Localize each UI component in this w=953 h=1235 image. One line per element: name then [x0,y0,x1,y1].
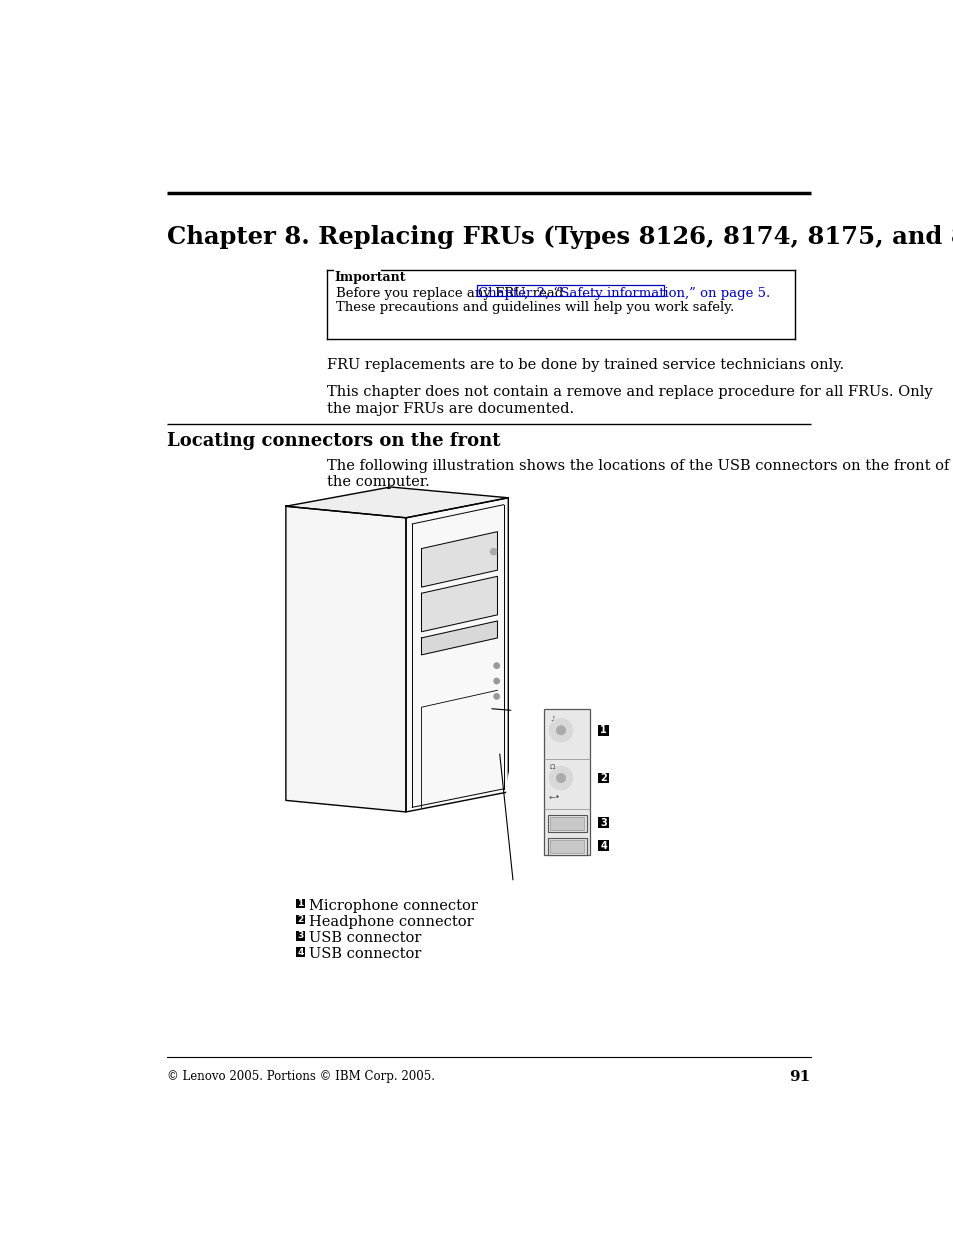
Text: The following illustration shows the locations of the USB connectors on the fron: The following illustration shows the loc… [327,459,948,489]
Bar [550,818,583,830]
Bar [598,841,608,851]
Text: USB connector: USB connector [309,947,421,962]
Text: 2: 2 [599,773,606,783]
Text: Microphone connector: Microphone connector [309,899,477,913]
Text: © Lenovo 2005. Portions © IBM Corp. 2005.: © Lenovo 2005. Portions © IBM Corp. 2005… [167,1070,435,1083]
Bar [547,815,586,832]
Text: Important: Important [335,272,406,284]
Text: 91: 91 [788,1070,810,1084]
Bar [295,915,305,924]
Bar [598,725,608,736]
Text: 4: 4 [599,841,606,851]
Text: Locating connectors on the front: Locating connectors on the front [167,431,500,450]
Bar [295,947,305,957]
Bar [295,899,305,908]
Circle shape [494,678,498,684]
Text: Before you replace any FRU, read: Before you replace any FRU, read [335,287,567,300]
Circle shape [506,695,707,895]
Bar [543,709,590,855]
Circle shape [490,548,497,555]
Bar [550,841,583,852]
Text: These precautions and guidelines will help you work safely.: These precautions and guidelines will he… [335,300,734,314]
Polygon shape [406,498,508,811]
Text: 4: 4 [297,947,303,957]
Text: This chapter does not contain a remove and replace procedure for all FRUs. Only
: This chapter does not contain a remove a… [327,385,932,415]
Text: 1: 1 [599,725,606,735]
Text: ←•: ←• [548,794,559,803]
Polygon shape [286,506,406,811]
Text: FRU replacements are to be done by trained service technicians only.: FRU replacements are to be done by train… [327,358,843,372]
Polygon shape [421,621,497,655]
Text: Ω: Ω [550,763,555,769]
Text: Headphone connector: Headphone connector [309,915,474,929]
Text: 1: 1 [297,899,303,908]
Polygon shape [286,487,508,517]
Circle shape [549,719,572,742]
Circle shape [494,694,498,699]
Text: ♪: ♪ [550,716,554,722]
Text: 3: 3 [297,931,303,940]
Bar [598,818,608,829]
Circle shape [549,767,572,789]
Text: Chapter 8. Replacing FRUs (Types 8126, 8174, 8175, and 8176): Chapter 8. Replacing FRUs (Types 8126, 8… [167,225,953,249]
Bar [476,285,663,296]
Text: 3: 3 [599,818,606,827]
Text: USB connector: USB connector [309,931,421,945]
Polygon shape [421,577,497,632]
Circle shape [556,726,565,735]
Text: Chapter 2, “Safety information,” on page 5.: Chapter 2, “Safety information,” on page… [477,287,770,300]
Bar [547,839,586,855]
Bar [295,931,305,941]
Text: 2: 2 [297,915,303,924]
Bar [598,773,608,783]
Polygon shape [421,531,497,587]
Circle shape [494,663,498,668]
Circle shape [556,773,565,783]
